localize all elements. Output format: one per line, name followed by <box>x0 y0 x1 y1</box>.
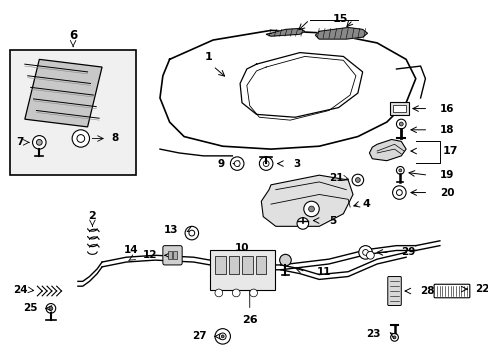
FancyBboxPatch shape <box>210 249 274 290</box>
Polygon shape <box>25 59 102 127</box>
Polygon shape <box>368 139 405 161</box>
Text: 23: 23 <box>366 329 380 339</box>
Circle shape <box>72 130 89 147</box>
Text: 20: 20 <box>439 188 453 198</box>
Circle shape <box>296 218 308 229</box>
Circle shape <box>358 246 371 259</box>
Text: 8: 8 <box>111 134 119 144</box>
Polygon shape <box>261 175 352 226</box>
Text: 19: 19 <box>439 170 453 180</box>
Text: 16: 16 <box>439 104 453 113</box>
Text: 7: 7 <box>17 138 24 147</box>
Polygon shape <box>265 28 304 36</box>
Circle shape <box>263 161 268 166</box>
Text: 9: 9 <box>217 159 224 168</box>
Circle shape <box>219 333 225 340</box>
Circle shape <box>188 230 194 236</box>
Circle shape <box>362 249 368 255</box>
Text: 27: 27 <box>191 331 206 341</box>
Circle shape <box>396 190 402 195</box>
Text: 1: 1 <box>204 52 212 62</box>
Circle shape <box>355 177 360 183</box>
Bar <box>242 256 252 274</box>
Circle shape <box>390 333 398 341</box>
Circle shape <box>308 206 314 212</box>
Text: 22: 22 <box>475 284 488 294</box>
Text: 11: 11 <box>317 267 331 277</box>
Text: 25: 25 <box>23 303 37 314</box>
Circle shape <box>396 119 405 129</box>
FancyBboxPatch shape <box>392 105 405 112</box>
Circle shape <box>36 139 42 145</box>
Text: 10: 10 <box>234 243 249 253</box>
Text: 21: 21 <box>328 173 343 183</box>
Text: 3: 3 <box>293 159 300 168</box>
Circle shape <box>215 329 230 344</box>
Bar <box>215 256 225 274</box>
Circle shape <box>221 335 224 338</box>
Text: 2: 2 <box>88 211 96 221</box>
Circle shape <box>279 254 291 266</box>
Text: 17: 17 <box>442 146 457 156</box>
Polygon shape <box>315 27 367 39</box>
Text: 24: 24 <box>13 285 28 295</box>
Text: 29: 29 <box>401 247 415 257</box>
Circle shape <box>230 157 244 170</box>
Circle shape <box>398 169 401 172</box>
Circle shape <box>396 166 404 174</box>
Circle shape <box>303 201 319 217</box>
Circle shape <box>33 136 46 149</box>
Circle shape <box>399 122 403 126</box>
Text: 5: 5 <box>328 216 335 226</box>
Circle shape <box>215 289 222 297</box>
FancyBboxPatch shape <box>433 284 469 298</box>
Circle shape <box>249 289 257 297</box>
FancyBboxPatch shape <box>387 276 401 306</box>
Circle shape <box>77 135 84 142</box>
Text: 4: 4 <box>362 199 370 209</box>
Text: 18: 18 <box>439 125 453 135</box>
Text: 12: 12 <box>142 250 157 260</box>
Circle shape <box>259 157 272 170</box>
Bar <box>228 256 239 274</box>
Bar <box>255 256 265 274</box>
Bar <box>173 251 177 259</box>
Circle shape <box>234 161 240 166</box>
Bar <box>167 251 171 259</box>
Text: 14: 14 <box>123 245 138 255</box>
FancyBboxPatch shape <box>389 102 408 115</box>
Bar <box>10 50 136 175</box>
Circle shape <box>49 306 53 310</box>
Circle shape <box>392 186 405 199</box>
Text: 26: 26 <box>242 315 257 325</box>
Text: 6: 6 <box>69 29 77 42</box>
Circle shape <box>366 251 373 259</box>
Circle shape <box>351 174 363 186</box>
Text: 13: 13 <box>163 225 178 235</box>
Circle shape <box>392 336 395 339</box>
Circle shape <box>46 303 56 313</box>
FancyBboxPatch shape <box>163 246 182 265</box>
Circle shape <box>184 226 198 240</box>
Text: 15: 15 <box>332 14 347 24</box>
Circle shape <box>232 289 240 297</box>
Text: 28: 28 <box>420 286 434 296</box>
